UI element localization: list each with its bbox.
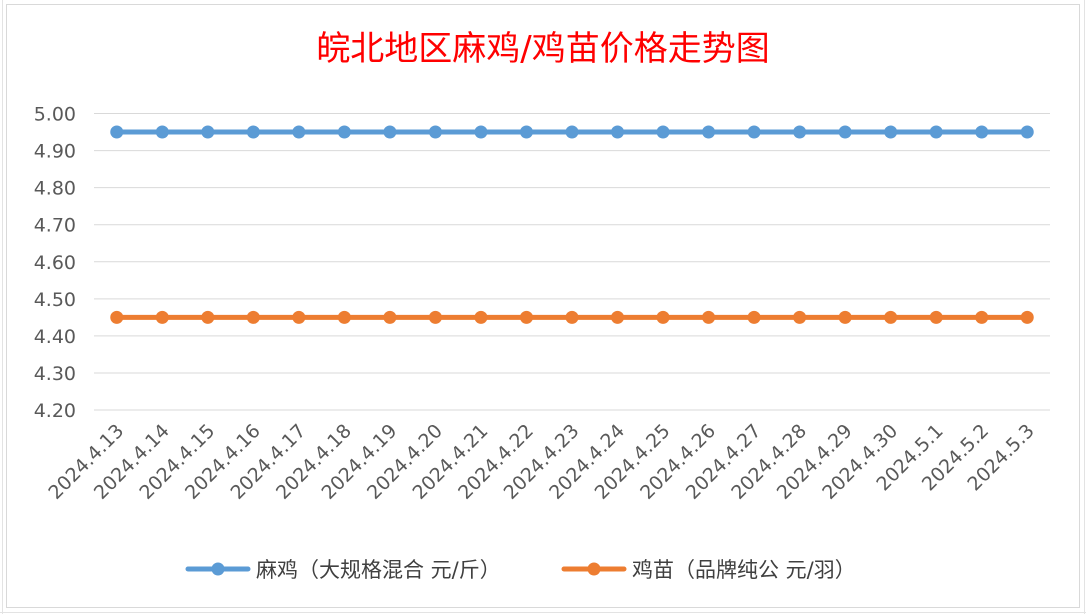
sheet-gridline [1084,0,1085,614]
data-point[interactable] [702,125,716,139]
sheet-gridline [2,0,3,614]
legend-label: 鸡苗（品牌纯公 元/羽） [632,558,856,582]
series-layer [110,125,1034,324]
data-point[interactable] [155,310,169,324]
y-tick-label: 4.90 [34,141,76,163]
data-point[interactable] [611,125,625,139]
data-point[interactable] [110,310,124,324]
data-point[interactable] [565,125,579,139]
legend-marker [211,562,225,576]
data-point[interactable] [474,310,488,324]
legend[interactable]: 麻鸡（大规格混合 元/斤） 鸡苗（品牌纯公 元/羽） [185,558,856,582]
data-point[interactable] [929,125,943,139]
data-point[interactable] [292,125,306,139]
data-point[interactable] [747,310,761,324]
data-point[interactable] [428,310,442,324]
data-point[interactable] [884,310,898,324]
data-point[interactable] [110,125,124,139]
data-point[interactable] [702,310,716,324]
chart-area[interactable]: 皖北地区麻鸡/鸡苗价格走势图 4.20 4.30 4.40 4.50 4.60 4.70 4… [6,4,1080,608]
y-tick-label: 5.00 [34,104,76,126]
sheet-gridline [0,612,1086,613]
data-point[interactable] [383,125,397,139]
data-point[interactable] [201,125,215,139]
y-tick-label: 4.40 [34,326,76,348]
data-point[interactable] [929,310,943,324]
data-point[interactable] [337,310,351,324]
y-axis-labels: 4.20 4.30 4.40 4.50 4.60 4.70 4.80 4.90 5.00 [34,104,76,423]
data-point[interactable] [975,125,989,139]
data-point[interactable] [793,125,807,139]
data-point[interactable] [1020,125,1034,139]
data-point[interactable] [155,125,169,139]
data-point[interactable] [884,125,898,139]
y-tick-label: 4.50 [34,289,76,311]
data-point[interactable] [611,310,625,324]
data-point[interactable] [201,310,215,324]
chart-title: 皖北地区麻鸡/鸡苗价格走势图 [316,29,769,69]
data-point[interactable] [519,310,533,324]
data-point[interactable] [474,125,488,139]
legend-label: 麻鸡（大规格混合 元/斤） [256,558,501,582]
data-point[interactable] [975,310,989,324]
data-point[interactable] [793,310,807,324]
y-tick-label: 4.60 [34,252,76,274]
data-point[interactable] [838,125,852,139]
data-point[interactable] [428,125,442,139]
series-2[interactable] [110,310,1034,324]
data-point[interactable] [519,125,533,139]
x-axis-labels: 2024.4.132024.4.142024.4.152024.4.162024… [44,420,1038,504]
data-point[interactable] [337,125,351,139]
data-point[interactable] [383,310,397,324]
legend-marker [587,562,601,576]
data-point[interactable] [838,310,852,324]
legend-item[interactable]: 麻鸡（大规格混合 元/斤） [185,558,501,582]
series-1[interactable] [110,125,1034,139]
data-point[interactable] [656,125,670,139]
legend-item[interactable]: 鸡苗（品牌纯公 元/羽） [561,558,856,582]
data-point[interactable] [565,310,579,324]
gridlines [94,113,1050,411]
y-tick-label: 4.80 [34,178,76,200]
data-point[interactable] [656,310,670,324]
data-point[interactable] [747,125,761,139]
data-point[interactable] [246,125,260,139]
data-point[interactable] [1020,310,1034,324]
y-tick-label: 4.30 [34,363,76,385]
data-point[interactable] [292,310,306,324]
y-tick-label: 4.20 [34,400,76,422]
data-point[interactable] [246,310,260,324]
line-chart: 皖北地区麻鸡/鸡苗价格走势图 4.204.304.404.504.604.704… [34,29,1050,582]
y-tick-label: 4.70 [34,215,76,237]
